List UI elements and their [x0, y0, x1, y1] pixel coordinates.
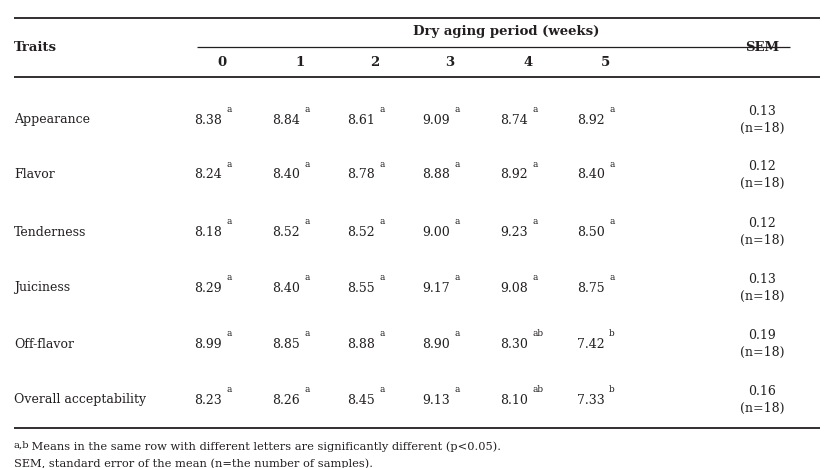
Text: a,b: a,b	[14, 441, 30, 450]
Text: 9.08: 9.08	[500, 281, 528, 294]
Text: 8.88: 8.88	[347, 337, 375, 351]
Text: 8.55: 8.55	[347, 281, 375, 294]
Text: 8.40: 8.40	[272, 168, 300, 182]
Text: ab: ab	[532, 386, 544, 395]
Text: a: a	[455, 161, 460, 169]
Text: Juiciness: Juiciness	[14, 281, 70, 294]
Text: 0.13
(n=18): 0.13 (n=18)	[740, 273, 785, 303]
Text: 8.52: 8.52	[347, 226, 375, 239]
Text: a: a	[455, 386, 460, 395]
Text: a: a	[380, 218, 384, 227]
Text: 8.92: 8.92	[578, 114, 605, 126]
Text: a: a	[532, 273, 538, 283]
Text: 0.13
(n=18): 0.13 (n=18)	[740, 105, 785, 135]
Text: a: a	[532, 218, 538, 227]
Text: a: a	[226, 329, 232, 338]
Text: 7.42: 7.42	[578, 337, 605, 351]
Text: a: a	[609, 218, 615, 227]
Text: 4: 4	[523, 56, 533, 68]
Text: 8.23: 8.23	[194, 394, 222, 407]
Text: a: a	[532, 161, 538, 169]
Text: 8.29: 8.29	[195, 281, 222, 294]
Text: 1: 1	[295, 56, 304, 68]
Text: Traits: Traits	[14, 41, 57, 54]
Text: 8.92: 8.92	[501, 168, 528, 182]
Text: 8.50: 8.50	[578, 226, 605, 239]
Text: Overall acceptability: Overall acceptability	[14, 394, 146, 407]
Text: 8.24: 8.24	[194, 168, 222, 182]
Text: a: a	[609, 105, 615, 115]
Text: 0.12
(n=18): 0.12 (n=18)	[740, 160, 785, 190]
Text: 0: 0	[218, 56, 227, 68]
Text: 3: 3	[446, 56, 455, 68]
Text: b: b	[609, 386, 615, 395]
Text: 8.26: 8.26	[272, 394, 300, 407]
Text: 8.61: 8.61	[347, 114, 375, 126]
Text: a: a	[304, 218, 309, 227]
Text: a: a	[226, 161, 232, 169]
Text: 8.99: 8.99	[195, 337, 222, 351]
Text: 8.84: 8.84	[272, 114, 300, 126]
Text: 7.33: 7.33	[578, 394, 605, 407]
Text: 9.13: 9.13	[422, 394, 450, 407]
Text: 9.09: 9.09	[422, 114, 450, 126]
Text: a: a	[304, 329, 309, 338]
Text: 9.00: 9.00	[422, 226, 450, 239]
Text: 8.38: 8.38	[194, 114, 222, 126]
Text: a: a	[226, 218, 232, 227]
Text: 0.19
(n=18): 0.19 (n=18)	[740, 329, 785, 359]
Text: a: a	[532, 105, 538, 115]
Text: a: a	[455, 273, 460, 283]
Text: 8.30: 8.30	[500, 337, 528, 351]
Text: ab: ab	[532, 329, 544, 338]
Text: a: a	[304, 105, 309, 115]
Text: 9.23: 9.23	[501, 226, 528, 239]
Text: 0.12
(n=18): 0.12 (n=18)	[740, 217, 785, 247]
Text: Off-flavor: Off-flavor	[14, 337, 74, 351]
Text: a: a	[380, 161, 384, 169]
Text: 8.78: 8.78	[347, 168, 375, 182]
Text: 0.16
(n=18): 0.16 (n=18)	[740, 385, 785, 415]
Text: 8.88: 8.88	[422, 168, 450, 182]
Text: 8.40: 8.40	[578, 168, 605, 182]
Text: SEM, standard error of the mean (n=the number of samples).: SEM, standard error of the mean (n=the n…	[14, 458, 373, 468]
Text: 8.18: 8.18	[194, 226, 222, 239]
Text: SEM: SEM	[745, 41, 779, 54]
Text: a: a	[609, 161, 615, 169]
Text: 8.75: 8.75	[578, 281, 605, 294]
Text: a: a	[455, 105, 460, 115]
Text: a: a	[609, 273, 615, 283]
Text: 8.10: 8.10	[500, 394, 528, 407]
Text: Flavor: Flavor	[14, 168, 54, 182]
Text: a: a	[380, 105, 384, 115]
Text: a: a	[304, 161, 309, 169]
Text: a: a	[226, 105, 232, 115]
Text: 8.52: 8.52	[272, 226, 300, 239]
Text: a: a	[455, 329, 460, 338]
Text: Dry aging period (weeks): Dry aging period (weeks)	[412, 25, 599, 38]
Text: 8.40: 8.40	[272, 281, 300, 294]
Text: b: b	[609, 329, 615, 338]
Text: a: a	[455, 218, 460, 227]
Text: 8.45: 8.45	[347, 394, 375, 407]
Text: a: a	[304, 273, 309, 283]
Text: 8.85: 8.85	[272, 337, 300, 351]
Text: 8.90: 8.90	[422, 337, 450, 351]
Text: a: a	[380, 329, 384, 338]
Text: a: a	[304, 386, 309, 395]
Text: 8.74: 8.74	[500, 114, 528, 126]
Text: Appearance: Appearance	[14, 114, 90, 126]
Text: 9.17: 9.17	[422, 281, 450, 294]
Text: a: a	[380, 386, 384, 395]
Text: Tenderness: Tenderness	[14, 226, 87, 239]
Text: a: a	[380, 273, 384, 283]
Text: 5: 5	[601, 56, 610, 68]
Text: a: a	[226, 386, 232, 395]
Text: Means in the same row with different letters are significantly different (p<0.05: Means in the same row with different let…	[28, 441, 501, 452]
Text: 2: 2	[370, 56, 380, 68]
Text: a: a	[226, 273, 232, 283]
